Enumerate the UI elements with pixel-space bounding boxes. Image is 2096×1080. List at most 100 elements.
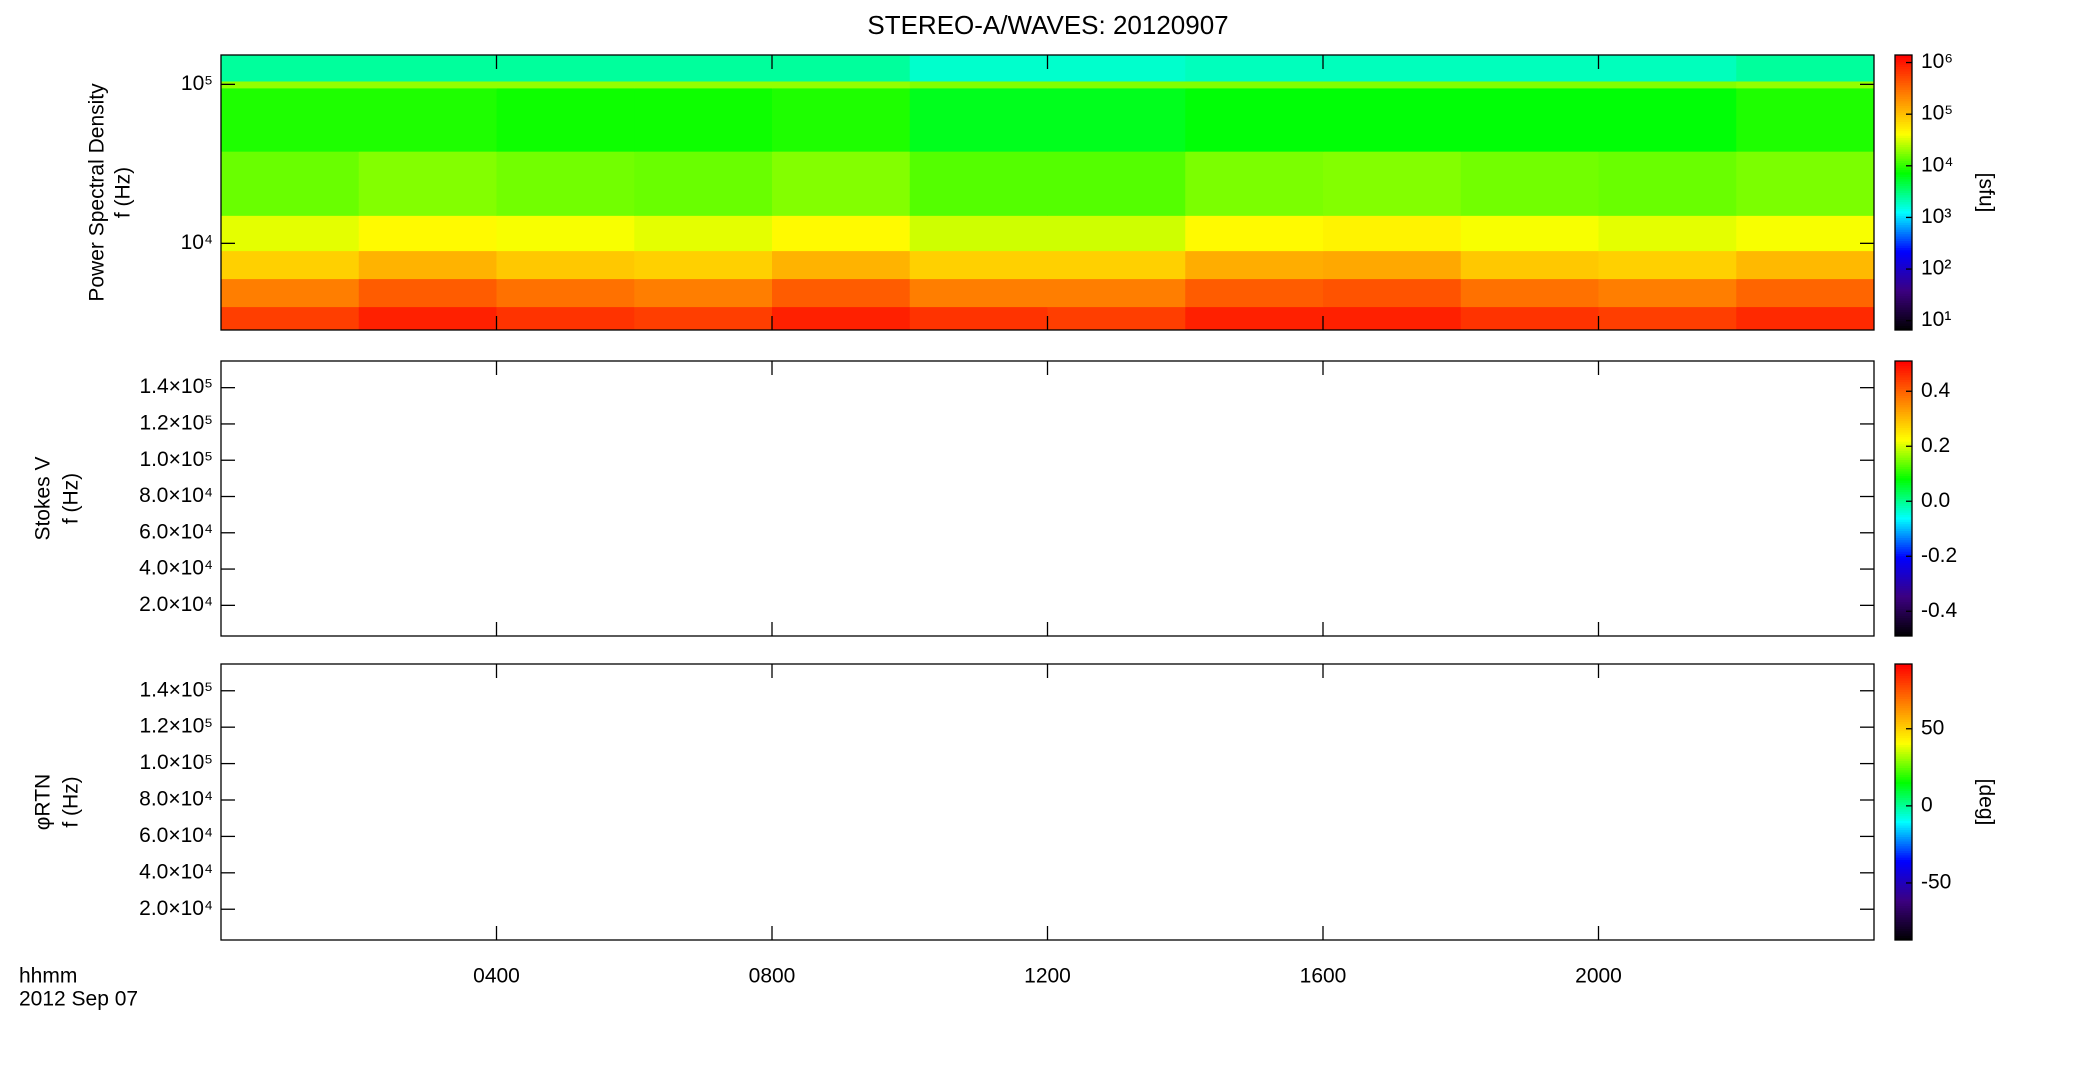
colorbar-segment: [1895, 197, 1912, 200]
colorbar-segment: [1895, 71, 1912, 74]
colorbar-segment: [1895, 928, 1912, 932]
colorbar-segment: [1895, 921, 1912, 925]
colorbar-segment: [1895, 477, 1912, 481]
colorbar-segment: [1895, 103, 1912, 106]
heatmap-cell: [634, 87, 773, 152]
colorbar-segment: [1895, 363, 1912, 367]
colorbar-segment: [1895, 89, 1912, 93]
colorbar-segment: [1895, 320, 1912, 324]
colorbar-segment: [1895, 55, 1912, 58]
colorbar-segment: [1895, 912, 1912, 916]
colorbar-segment: [1895, 61, 1912, 65]
colorbar-segment: [1895, 682, 1912, 686]
colorbar-segment: [1895, 233, 1912, 237]
heatmap-cell: [1323, 306, 1462, 331]
heatmap-cell: [634, 250, 773, 280]
colorbar-segment: [1895, 374, 1912, 378]
colorbar-segment: [1895, 57, 1912, 61]
colorbar-segment: [1895, 361, 1912, 364]
colorbar-segment: [1895, 693, 1912, 697]
colorbar-segment: [1895, 98, 1912, 102]
colorbar-segment: [1895, 935, 1912, 939]
colorbar-segment: [1895, 710, 1912, 713]
colorbar-segment: [1895, 261, 1912, 265]
colorbar-segment: [1895, 445, 1912, 449]
colorbar-segment: [1895, 256, 1912, 260]
colorbar-segment: [1895, 443, 1912, 447]
colorbar-segment: [1895, 249, 1912, 253]
colorbar-segment: [1895, 379, 1912, 383]
y-tick-label: 10⁵: [181, 72, 213, 95]
colorbar-segment: [1895, 703, 1912, 706]
colorbar-segment: [1895, 473, 1912, 477]
colorbar-segment: [1895, 760, 1912, 764]
colorbar-segment: [1895, 461, 1912, 465]
colorbar-segment: [1895, 822, 1912, 826]
colorbar-segment: [1895, 811, 1912, 814]
heatmap-cell: [1047, 87, 1186, 152]
y-tick-label: 10⁴: [181, 231, 213, 254]
colorbar-segment: [1895, 297, 1912, 301]
heatmap-cell: [221, 215, 360, 252]
colorbar-segment: [1895, 666, 1912, 670]
x-axis-label: hhmm: [19, 965, 77, 988]
heatmap-cell: [1323, 151, 1462, 216]
heatmap-cell: [634, 55, 773, 82]
colorbar-segment: [1895, 192, 1912, 196]
colorbar-segment: [1895, 542, 1912, 545]
colorbar-segment: [1895, 905, 1912, 909]
colorbar-segment: [1895, 742, 1912, 745]
colorbar-segment: [1895, 919, 1912, 923]
colorbar-segment: [1895, 110, 1912, 113]
colorbar-segment: [1895, 569, 1912, 573]
colorbar-segment: [1895, 370, 1912, 373]
colorbar-segment: [1895, 226, 1912, 230]
heatmap-cell: [221, 306, 360, 331]
colorbar-segment: [1895, 626, 1912, 630]
colorbar-segment: [1895, 397, 1912, 401]
colorbar-segment: [1895, 521, 1912, 525]
colorbar-segment: [1895, 792, 1912, 796]
colorbar-segment: [1895, 464, 1912, 467]
colorbar-segment: [1895, 848, 1912, 851]
colorbar-frame: [1894, 54, 1913, 331]
colorbar-segment: [1895, 377, 1912, 380]
colorbar-segment: [1895, 884, 1912, 888]
colorbar-segment: [1895, 240, 1912, 244]
colorbar-segment: [1895, 420, 1912, 424]
colorbar-segment: [1895, 578, 1912, 582]
colorbar-segment: [1895, 254, 1912, 258]
colorbar-segment: [1895, 762, 1912, 766]
y-tick-label: 2.0×10⁴: [139, 897, 213, 920]
date-label: 2012 Sep 07: [19, 988, 138, 1011]
colorbar-segment: [1895, 887, 1912, 890]
colorbar-segment: [1895, 631, 1912, 635]
heatmap-cell: [1323, 278, 1462, 308]
colorbar-tick-label: 10³: [1921, 205, 1951, 228]
colorbar-segment: [1895, 553, 1912, 557]
colorbar-segment: [1895, 785, 1912, 789]
colorbar-segment: [1895, 772, 1912, 775]
colorbar-segment: [1895, 519, 1912, 522]
colorbar-segment: [1895, 831, 1912, 835]
colorbar-segment: [1895, 123, 1912, 127]
colorbar-segment: [1895, 585, 1912, 589]
colorbar-segment: [1895, 567, 1912, 571]
colorbar-segment: [1895, 590, 1912, 593]
colorbar-segment: [1895, 171, 1912, 175]
colorbar-segment: [1895, 128, 1912, 132]
colorbar-segment: [1895, 516, 1912, 520]
colorbar-segment: [1895, 427, 1912, 431]
colorbar-segment: [1895, 130, 1912, 134]
colorbar-segment: [1895, 776, 1912, 780]
heatmap-cell: [221, 151, 360, 216]
colorbar-segment: [1895, 169, 1912, 173]
heatmap-cell: [772, 55, 911, 82]
colorbar-segment: [1895, 871, 1912, 874]
heatmap-cell: [1185, 250, 1324, 280]
colorbar-segment: [1895, 365, 1912, 369]
heatmap-cell: [1047, 55, 1186, 82]
colorbar-segment: [1895, 215, 1912, 219]
colorbar-segment: [1895, 558, 1912, 561]
colorbar-segment: [1895, 381, 1912, 385]
